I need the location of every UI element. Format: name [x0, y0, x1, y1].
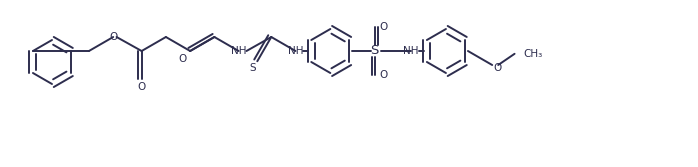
Text: CH₃: CH₃: [524, 49, 543, 59]
Text: O: O: [109, 32, 117, 42]
Text: S: S: [371, 44, 379, 57]
Text: O: O: [138, 82, 146, 92]
Text: O: O: [178, 54, 186, 64]
Text: O: O: [380, 70, 388, 80]
Text: O: O: [493, 63, 501, 73]
Text: O: O: [380, 22, 388, 32]
Text: NH: NH: [231, 46, 246, 56]
Text: S: S: [249, 63, 255, 73]
Text: NH: NH: [403, 46, 419, 56]
Text: NH: NH: [288, 46, 304, 56]
